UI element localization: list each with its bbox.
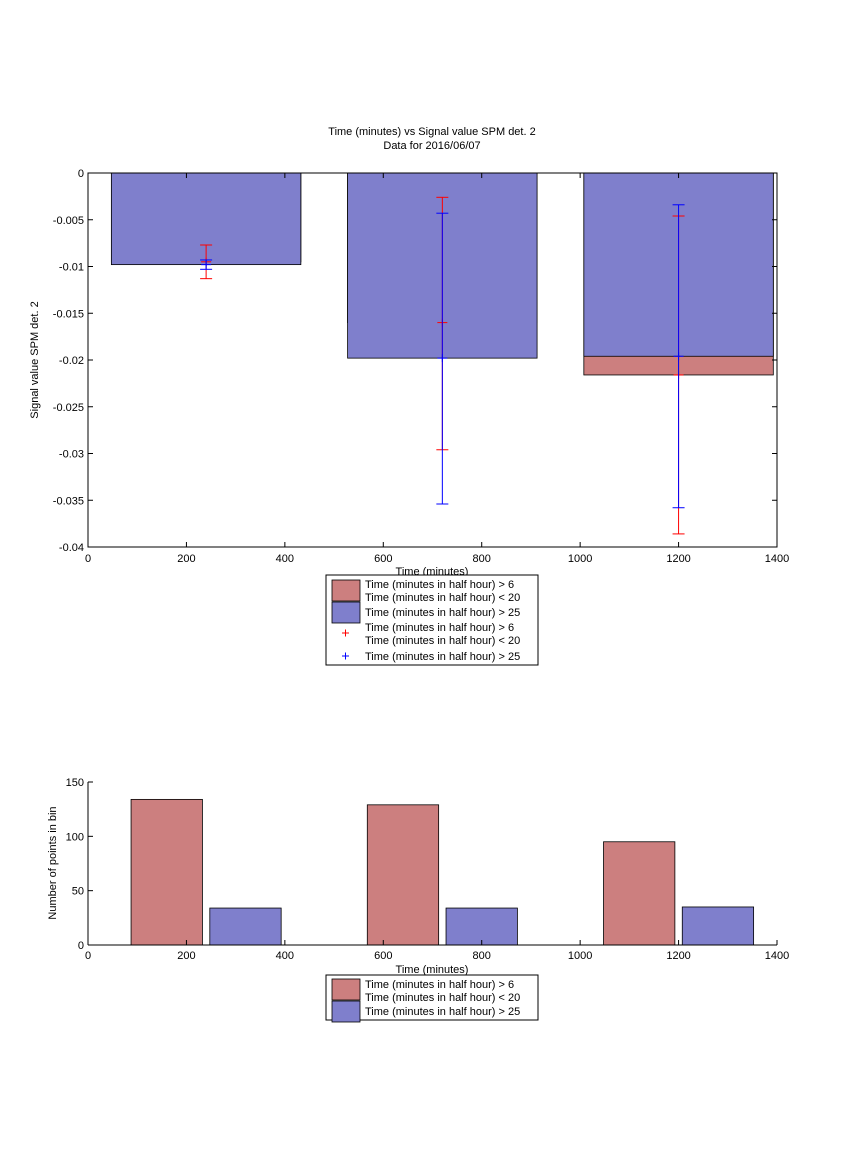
top-xtick-label: 600 — [374, 553, 392, 565]
bottom-xtick-label: 200 — [177, 950, 195, 962]
bottom-xtick-label: 1000 — [568, 950, 592, 962]
top-ytick-label: -0.025 — [53, 402, 84, 414]
top-xtick-label: 800 — [473, 553, 491, 565]
bottom-ytick-label: 50 — [72, 886, 84, 898]
top-legend-label-blue: Time (minutes in half hour) > 25 — [365, 607, 520, 619]
bottom-legend-box — [325, 974, 539, 1021]
top-ytick-label: -0.035 — [53, 495, 84, 507]
count-bar-red-0 — [130, 798, 203, 946]
errorbar-blue-0 — [200, 259, 213, 270]
bottom-chart-y-ticks: 0 50 100 150 — [66, 777, 93, 952]
bottom-chart-ylabel: Number of points in bin — [47, 806, 59, 919]
bottom-ytick-label: 100 — [66, 831, 84, 843]
bottom-chart-x-ticks: 0 200 400 600 800 1000 1200 1400 — [85, 940, 789, 962]
top-xtick-label: 400 — [276, 553, 294, 565]
top-chart-title: Time (minutes) vs Signal value SPM det. … — [328, 126, 535, 138]
bottom-xtick-label: 800 — [473, 950, 491, 962]
count-bar-blue-0 — [209, 907, 282, 946]
top-xtick-label: 1000 — [568, 553, 592, 565]
count-bar-blue-2 — [681, 906, 755, 946]
bottom-xtick-label: 1200 — [666, 950, 690, 962]
top-legend-marker-label-blue: Time (minutes in half hour) > 25 — [365, 651, 520, 663]
top-chart-ylabel: Signal value SPM det. 2 — [29, 301, 41, 418]
count-bar-blue-1 — [445, 907, 518, 946]
top-legend-patch-red — [331, 579, 361, 602]
bottom-legend-label-blue: Time (minutes in half hour) > 25 — [365, 1006, 520, 1018]
bottom-legend-patch-red — [331, 978, 361, 1001]
top-ytick-label: -0.01 — [59, 262, 84, 274]
top-ytick-label: 0 — [78, 168, 84, 180]
top-ytick-label: -0.04 — [59, 542, 84, 554]
top-xtick-label: 1200 — [666, 553, 690, 565]
bottom-chart: 0 200 400 600 800 1000 1200 1400 0 50 100 150 Time… — [47, 777, 789, 1023]
top-legend-box — [325, 574, 539, 666]
top-ytick-label: -0.03 — [59, 449, 84, 461]
top-ytick-label: -0.02 — [59, 355, 84, 367]
top-ytick-label: -0.015 — [53, 308, 84, 320]
bottom-legend-label-red-1: Time (minutes in half hour) > 6 — [365, 979, 514, 991]
count-bar-red-2 — [603, 841, 676, 946]
top-chart-legend: Time (minutes in half hour) > 6 Time (mi… — [325, 574, 539, 666]
top-legend-marker-label-red-2: Time (minutes in half hour) < 20 — [365, 635, 520, 647]
top-legend-marker-label-red-1: Time (minutes in half hour) > 6 — [365, 622, 514, 634]
bottom-ytick-label: 150 — [66, 777, 84, 789]
top-ytick-label: -0.005 — [53, 215, 84, 227]
top-chart: Time (minutes) vs Signal value SPM det. … — [29, 126, 789, 666]
top-xtick-label: 0 — [85, 553, 91, 565]
errorbar-blue-2 — [672, 204, 685, 509]
top-chart-errorbars — [200, 196, 685, 535]
top-chart-x-ticks: 0 200 400 600 800 1000 1200 1400 — [85, 173, 789, 565]
top-chart-y-ticks: 0 -0.005 -0.01 -0.015 -0.02 -0.025 -0.03 -0.035… — [53, 168, 777, 554]
bottom-xtick-label: 1400 — [765, 950, 789, 962]
bottom-legend-label-red-2: Time (minutes in half hour) < 20 — [365, 992, 520, 1004]
bottom-legend-patch-blue — [331, 1000, 361, 1023]
bottom-chart-legend: Time (minutes in half hour) > 6 Time (mi… — [325, 974, 539, 1023]
top-legend-patch-blue — [331, 601, 361, 624]
top-xtick-label: 200 — [177, 553, 195, 565]
bottom-ytick-label: 0 — [78, 940, 84, 952]
top-chart-subtitle: Data for 2016/06/07 — [383, 140, 480, 152]
bottom-xtick-label: 0 — [85, 950, 91, 962]
top-xtick-label: 1400 — [765, 553, 789, 565]
errorbar-blue-1 — [436, 212, 449, 505]
bottom-xtick-label: 400 — [276, 950, 294, 962]
top-legend-label-red-2: Time (minutes in half hour) < 20 — [365, 592, 520, 604]
bottom-chart-xlabel: Time (minutes) — [396, 964, 469, 976]
top-legend-marker-blue — [342, 652, 349, 660]
top-legend-marker-red — [342, 629, 349, 637]
bottom-xtick-label: 600 — [374, 950, 392, 962]
bottom-chart-bars — [130, 798, 755, 946]
count-bar-red-1 — [366, 804, 440, 946]
top-legend-label-red-1: Time (minutes in half hour) > 6 — [365, 579, 514, 591]
